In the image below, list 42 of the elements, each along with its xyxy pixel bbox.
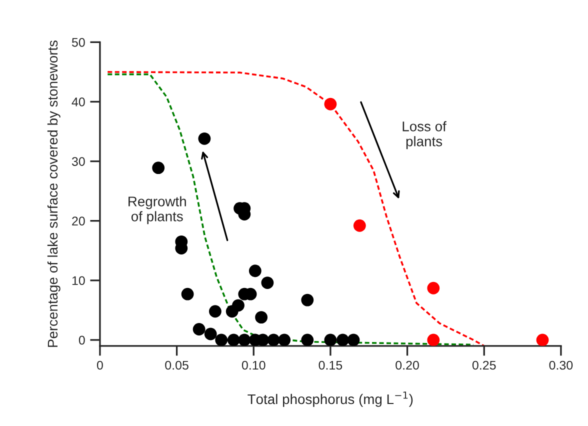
point — [248, 264, 262, 278]
point — [301, 294, 314, 306]
point — [226, 305, 238, 318]
point — [427, 334, 440, 346]
point — [215, 334, 228, 346]
point — [255, 311, 268, 324]
y-tick-label: 10 — [72, 276, 85, 286]
y-tick-label: 40 — [72, 98, 85, 106]
annotation: Regrowth of plants — [128, 196, 186, 224]
point — [198, 132, 211, 145]
point — [324, 98, 337, 110]
y-tick-label: 0 — [78, 336, 85, 345]
point — [347, 334, 360, 346]
x-tick-label: 0.15 — [318, 360, 342, 370]
point — [192, 323, 206, 336]
x-tick-label: 0.05 — [165, 360, 188, 370]
point — [278, 334, 291, 346]
annotation: Loss of plants — [402, 121, 446, 150]
x-tick-label: 0.10 — [242, 360, 266, 370]
point — [238, 334, 251, 346]
point — [261, 276, 274, 289]
x-tick-label: 0.30 — [549, 360, 573, 370]
y-axis-title: Percentage of lake surface covered by stoneworts — [47, 40, 60, 347]
x-tick-label: 0.25 — [472, 360, 496, 370]
point — [227, 334, 240, 346]
point — [324, 334, 337, 346]
x-axis-title: Total phosphorus (mg L$^{−1}$) — [248, 392, 413, 407]
point — [301, 334, 314, 346]
point — [181, 288, 194, 300]
y-tick-label: 30 — [72, 157, 85, 166]
point — [353, 219, 366, 232]
point — [536, 334, 549, 346]
y-tick-label: 20 — [72, 216, 85, 226]
x-tick-label: 0 — [96, 360, 103, 370]
point — [152, 162, 165, 174]
point — [427, 282, 440, 294]
point — [267, 334, 280, 346]
y-tick-label: 50 — [72, 38, 85, 47]
point — [336, 334, 349, 346]
x-tick-label: 0.20 — [396, 360, 419, 370]
point — [208, 305, 222, 318]
point — [204, 328, 217, 340]
